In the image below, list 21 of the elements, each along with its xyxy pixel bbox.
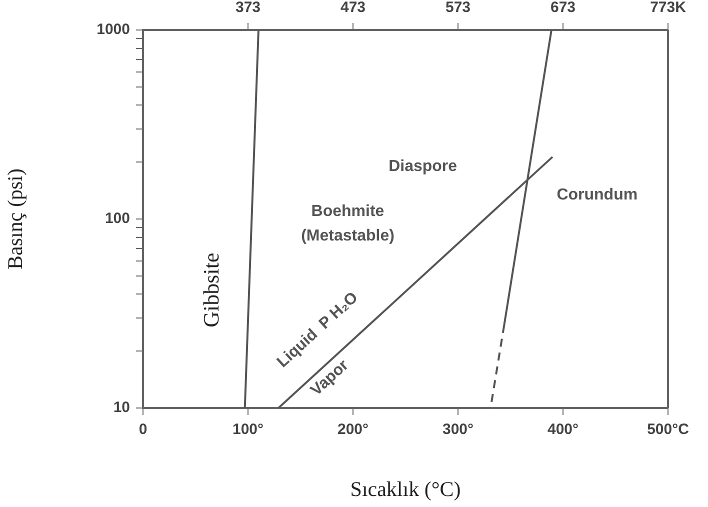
annotation: (Metastable) xyxy=(301,227,394,244)
x-tick-label: 300° xyxy=(442,421,474,438)
x-axis-title: Sıcaklık (°C) xyxy=(350,476,461,501)
x2-tick-label: 373 xyxy=(235,0,261,16)
x-tick-label: 400° xyxy=(547,421,579,438)
y-tick-label: 1000 xyxy=(96,21,130,38)
x-tick-label: 0 xyxy=(138,421,148,438)
x2-tick-label: 673 xyxy=(550,0,576,16)
x2-tick-label: 573 xyxy=(445,0,471,16)
y-tick-label: 100 xyxy=(104,210,130,228)
x2-tick-label: 773K xyxy=(650,0,686,16)
x2-tick-label: 473 xyxy=(340,0,366,16)
annotation: Diaspore xyxy=(388,158,458,176)
annotation: Gibbsite xyxy=(198,252,224,328)
annotation: Boehmite xyxy=(311,203,384,220)
y-tick-label: 10 xyxy=(113,399,130,416)
x-tick-label: 200° xyxy=(337,421,369,438)
x-tick-label: 100° xyxy=(232,421,264,438)
y-axis-title: Basınç (psi) xyxy=(3,168,28,270)
annotation: Corundum xyxy=(556,186,638,204)
x-tick-label: 500°C xyxy=(647,421,690,438)
